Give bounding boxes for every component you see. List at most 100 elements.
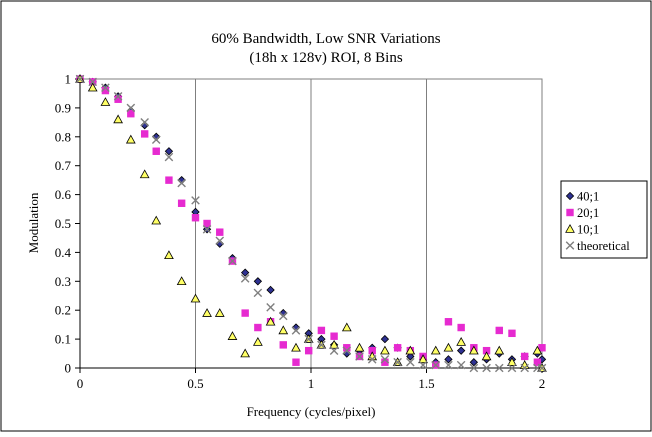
data-point xyxy=(406,352,415,361)
data-point xyxy=(152,147,160,155)
data-point xyxy=(508,329,516,338)
x-tick-label: 0 xyxy=(77,376,84,391)
data-point xyxy=(507,357,517,366)
legend-box xyxy=(560,180,648,259)
data-point xyxy=(151,215,162,225)
x-tick-label: 2 xyxy=(539,376,546,391)
data-point xyxy=(444,355,453,364)
data-point xyxy=(140,130,149,138)
x-tick-label: 1.5 xyxy=(418,376,434,391)
data-point xyxy=(538,344,546,352)
data-point xyxy=(393,344,402,352)
data-point xyxy=(495,326,503,335)
data-point xyxy=(202,224,212,234)
data-point xyxy=(278,325,289,335)
data-point xyxy=(532,345,543,355)
data-point xyxy=(304,334,313,344)
data-point xyxy=(380,355,390,364)
y-tick-label: 0.9 xyxy=(55,100,71,115)
data-point xyxy=(355,352,364,361)
data-point xyxy=(456,336,467,346)
data-point xyxy=(481,351,492,361)
data-point xyxy=(292,358,300,366)
data-point xyxy=(329,346,339,355)
data-point xyxy=(266,285,275,295)
data-point xyxy=(468,345,479,355)
data-point xyxy=(317,340,326,350)
y-tick-label: 0.1 xyxy=(55,332,71,347)
legend: 40;1 20;1 10;1 theoretical xyxy=(560,180,648,259)
data-point xyxy=(113,92,123,101)
data-point xyxy=(265,316,276,326)
y-tick-label: 0.5 xyxy=(55,216,71,231)
data-point xyxy=(164,147,174,156)
y-tick-label: 0.4 xyxy=(55,245,72,260)
y-tick-label: 0.6 xyxy=(55,187,72,202)
data-point xyxy=(101,83,110,92)
x-axis-label: Frequency (cycles/pixel) xyxy=(247,404,376,419)
data-point xyxy=(537,355,547,364)
data-point xyxy=(151,135,161,144)
data-point xyxy=(405,345,416,355)
data-point xyxy=(482,363,491,373)
data-point xyxy=(380,345,390,355)
data-point xyxy=(177,199,186,207)
legend-label: 20;1 xyxy=(577,206,599,220)
data-point xyxy=(127,109,135,118)
data-point xyxy=(431,360,441,370)
chart-title: 60% Bandwidth, Low SNR Variations xyxy=(211,31,440,47)
data-point xyxy=(520,363,529,373)
data-point xyxy=(444,318,453,326)
data-point xyxy=(240,268,250,277)
data-point xyxy=(176,276,187,286)
data-point xyxy=(228,256,237,266)
data-point xyxy=(533,358,542,366)
data-point xyxy=(443,342,454,352)
data-point xyxy=(380,334,390,344)
series-3 xyxy=(75,74,547,373)
data-point xyxy=(494,345,505,355)
data-point xyxy=(125,134,136,144)
data-point xyxy=(342,346,352,355)
data-point xyxy=(216,228,224,236)
data-point xyxy=(469,358,479,367)
legend-marker xyxy=(565,191,575,201)
data-point xyxy=(330,332,338,340)
data-point xyxy=(215,236,225,246)
legend-label: theoretical xyxy=(577,239,630,253)
data-point xyxy=(240,348,251,358)
data-point xyxy=(164,152,174,162)
data-point xyxy=(430,345,441,355)
data-point xyxy=(203,219,211,228)
data-point xyxy=(520,352,529,361)
data-point xyxy=(165,176,173,184)
data-point xyxy=(253,277,263,286)
data-point xyxy=(291,326,301,335)
y-tick-label: 0.2 xyxy=(55,303,71,318)
data-point xyxy=(240,274,250,283)
data-point xyxy=(253,288,263,298)
data-point xyxy=(266,303,275,312)
data-point xyxy=(329,339,339,349)
data-point xyxy=(418,354,428,364)
x-tick-label: 1 xyxy=(308,376,315,391)
legend-items: 40;1 20;1 10;1 theoretical xyxy=(565,190,630,253)
y-tick-label: 0 xyxy=(65,361,72,376)
data-point xyxy=(418,360,428,370)
y-tick-labels: 0 0.1 0.2 0.3 0.4 0.5 0.6 0.7 0.8 0.9 1 xyxy=(55,72,72,376)
chart-subtitle: (18h x 128v) ROI, 8 Bins xyxy=(249,50,402,66)
data-point xyxy=(252,336,263,346)
data-point xyxy=(140,118,149,127)
data-point xyxy=(113,114,123,124)
data-point xyxy=(191,196,200,205)
data-point xyxy=(214,308,225,317)
data-point xyxy=(317,326,326,335)
data-point xyxy=(254,323,262,332)
data-point xyxy=(406,357,415,367)
data-point xyxy=(457,323,465,332)
y-tick-label: 0.7 xyxy=(55,158,72,173)
x-tick-label: 0.5 xyxy=(187,376,203,391)
data-point xyxy=(456,346,466,355)
data-point xyxy=(139,169,150,179)
